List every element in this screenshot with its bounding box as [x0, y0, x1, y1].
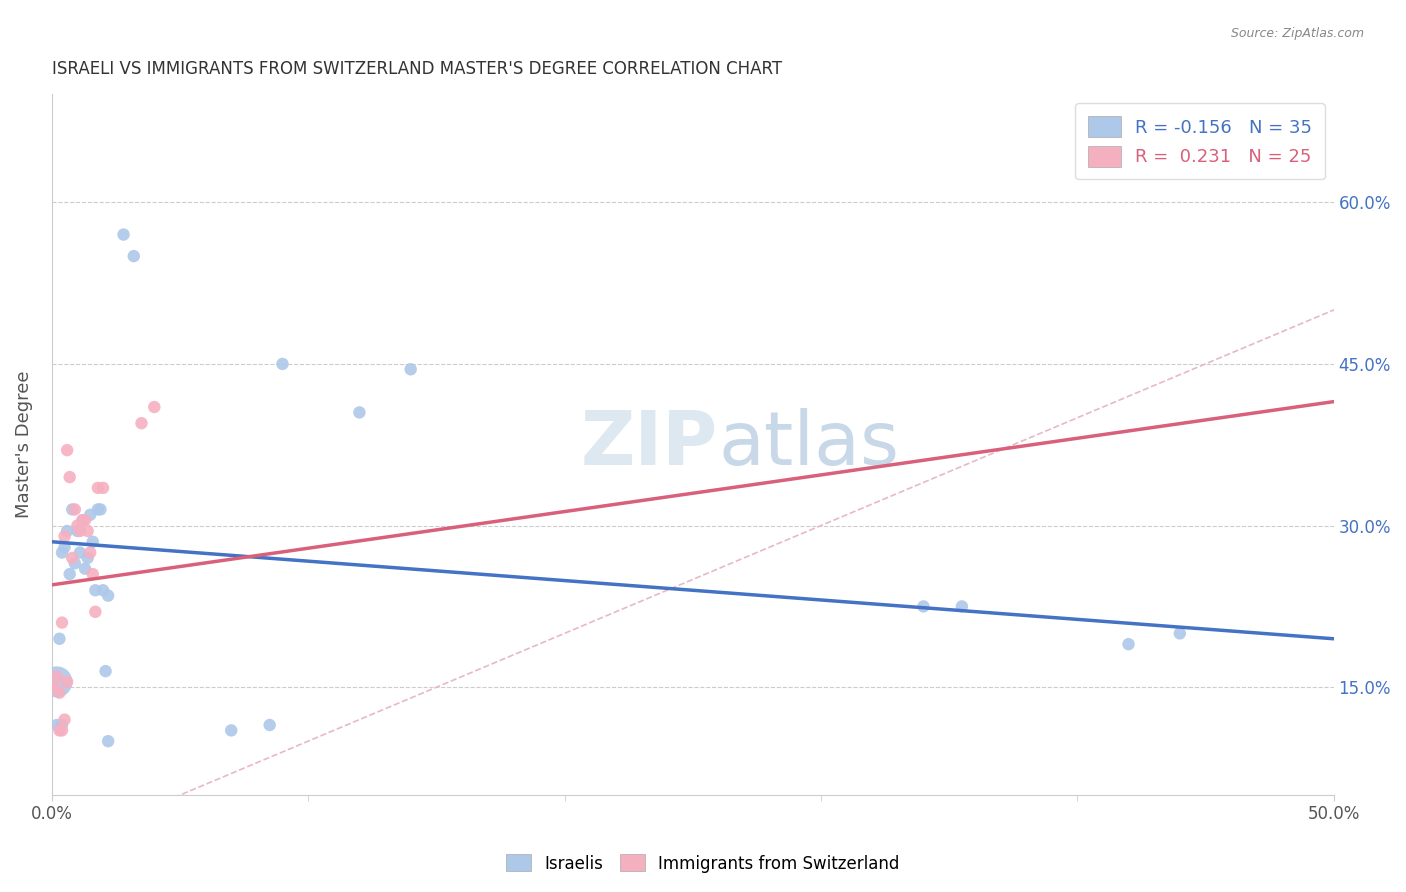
Point: [112, 227, 135, 242]
Point: [82, 534, 104, 549]
Point: [82, 567, 104, 582]
Point: [51, 615, 73, 630]
Point: [143, 400, 166, 414]
Point: [48, 632, 70, 646]
Legend: Israelis, Immigrants from Switzerland: Israelis, Immigrants from Switzerland: [499, 847, 907, 880]
Point: [87, 481, 110, 495]
Point: [63, 557, 86, 571]
Point: [259, 718, 281, 732]
Point: [53, 713, 76, 727]
Point: [84, 583, 107, 598]
Point: [399, 362, 422, 376]
Point: [87, 502, 110, 516]
Point: [72, 513, 94, 527]
Point: [76, 524, 98, 538]
Point: [45, 674, 67, 689]
Point: [44, 680, 66, 694]
Point: [48, 723, 70, 738]
Point: [131, 416, 153, 430]
Point: [59, 567, 82, 582]
Point: [60, 502, 83, 516]
Point: [56, 443, 79, 458]
Legend: R = -0.156   N = 35, R =  0.231   N = 25: R = -0.156 N = 35, R = 0.231 N = 25: [1076, 103, 1324, 179]
Point: [91, 583, 114, 598]
Point: [79, 545, 101, 559]
Point: [63, 502, 86, 516]
Point: [72, 513, 94, 527]
Point: [89, 502, 111, 516]
Point: [97, 734, 120, 748]
Point: [912, 599, 935, 614]
Point: [84, 605, 107, 619]
Point: [45, 718, 67, 732]
Point: [51, 723, 73, 738]
Point: [51, 718, 73, 732]
Point: [59, 470, 82, 484]
Point: [122, 249, 145, 263]
Point: [51, 545, 73, 559]
Text: ISRAELI VS IMMIGRANTS FROM SWITZERLAND MASTER'S DEGREE CORRELATION CHART: ISRAELI VS IMMIGRANTS FROM SWITZERLAND M…: [52, 60, 782, 78]
Point: [56, 674, 79, 689]
Point: [76, 550, 98, 565]
Point: [219, 723, 242, 738]
Text: atlas: atlas: [718, 409, 900, 482]
Point: [66, 518, 89, 533]
Point: [60, 550, 83, 565]
Point: [53, 529, 76, 543]
Point: [56, 524, 79, 538]
Text: Source: ZipAtlas.com: Source: ZipAtlas.com: [1230, 27, 1364, 40]
Point: [349, 405, 371, 419]
Point: [75, 513, 97, 527]
Point: [79, 508, 101, 522]
Text: ZIP: ZIP: [581, 409, 718, 482]
Point: [1118, 637, 1140, 651]
Point: [950, 599, 973, 614]
Point: [48, 686, 70, 700]
Point: [75, 562, 97, 576]
Point: [45, 669, 67, 683]
Point: [69, 524, 91, 538]
Point: [97, 589, 120, 603]
Point: [94, 664, 117, 678]
Point: [1168, 626, 1191, 640]
Y-axis label: Master's Degree: Master's Degree: [15, 371, 32, 518]
Point: [66, 524, 89, 538]
Point: [69, 545, 91, 559]
Point: [53, 540, 76, 554]
Point: [271, 357, 294, 371]
Point: [91, 481, 114, 495]
